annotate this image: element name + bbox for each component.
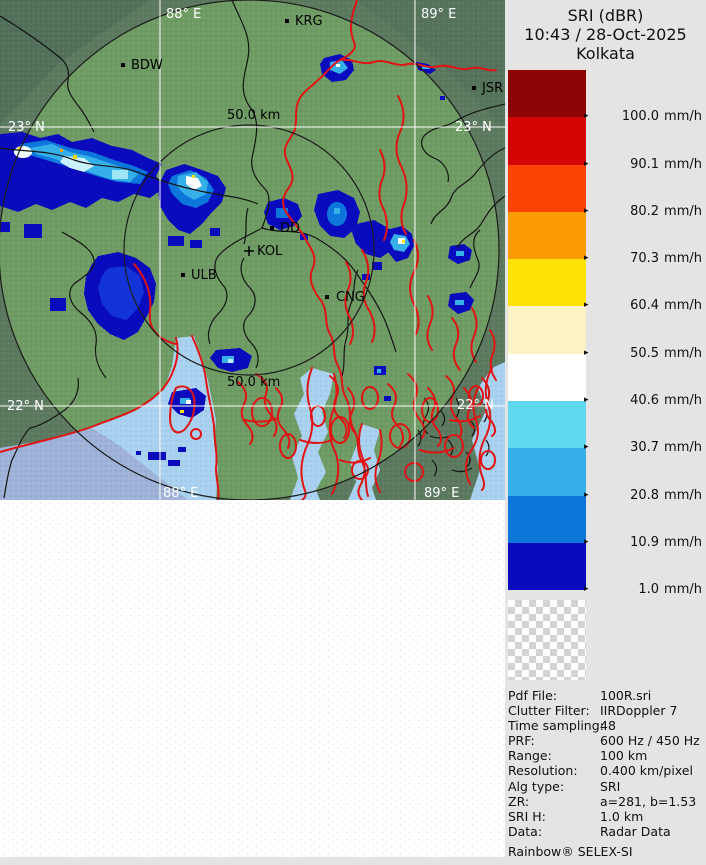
legend-entry: ▸ 60.4 mm/h (584, 297, 702, 313)
panel-header: SRI (dBR) 10:43 / 28-Oct-2025 Kolkata (505, 6, 706, 63)
legend-entry: ▸ 90.1 mm/h (584, 156, 702, 172)
range-ring-50km (123, 124, 375, 376)
town-label-bdw: BDW (131, 58, 163, 73)
legend-color-scale (508, 70, 586, 591)
arrow-right-icon: ▸ (584, 584, 589, 594)
arrow-right-icon: ▸ (584, 253, 589, 263)
info-panel: SRI (dBR) 10:43 / 28-Oct-2025 Kolkata ▸ 1… (505, 0, 706, 865)
town-label-krg: KRG (295, 14, 323, 29)
legend-entry: ▸ 50.5 mm/h (584, 345, 702, 361)
town-label-jsr: JSR (481, 81, 503, 96)
lat-label-22n-left: 22° N (7, 399, 44, 414)
legend-swatch (508, 259, 586, 307)
station-name: Kolkata (576, 44, 635, 63)
town-dot-dd (270, 226, 274, 230)
product-title: SRI (dBR) (567, 6, 644, 25)
metadata-row: Time sampling: 48 (508, 718, 616, 734)
range-rings (0, 0, 500, 500)
arrow-right-icon: ▸ (584, 348, 589, 358)
town-markers: BDW KRG JSR DD KOL ULB CNG (121, 14, 503, 305)
metadata-row: Range: 100 km (508, 748, 648, 764)
metadata-row: Clutter Filter: IIRDoppler 7 (508, 703, 678, 719)
radar-echo-north-patches (320, 54, 445, 100)
legend-swatch (508, 448, 586, 496)
arrow-right-icon: ▸ (584, 300, 589, 310)
range-label-top: 50.0 km (227, 108, 280, 123)
metadata-row: SRI H: 1.0 km (508, 808, 644, 824)
blank-area (0, 500, 505, 857)
legend-swatch (508, 353, 586, 402)
legend-entry: ▸ 10.9 mm/h (584, 534, 702, 550)
arrow-right-icon: ▸ (584, 490, 589, 500)
legend-swatch (508, 117, 586, 165)
arrow-right-icon: ▸ (584, 537, 589, 547)
town-dot-bdw (121, 63, 125, 67)
legend-entry: ▸ 80.2 mm/h (584, 203, 702, 219)
arrow-right-icon: ▸ (584, 206, 589, 216)
metadata-row: ZR: a=281, b=1.53 (508, 793, 697, 809)
legend-swatch (508, 164, 586, 212)
legend-entry: ▸ 20.8 mm/h (584, 487, 702, 503)
town-dot-ulb (181, 273, 185, 277)
lat-label-23n-right: 23° N (455, 120, 492, 135)
legend-swatch (508, 211, 586, 260)
lon-label-89e-top: 89° E (421, 7, 456, 22)
radar-echo-south-bits (136, 348, 391, 466)
metadata-row: Data: Radar Data (508, 823, 671, 839)
legend-transparent-swatch (508, 600, 586, 680)
grid-lines (0, 0, 505, 500)
range-ring-labels: 50.0 km 50.0 km (227, 108, 280, 390)
town-dot-jsr (472, 86, 476, 90)
lon-label-89e-bottom: 89° E (424, 486, 459, 500)
lat-label-22n-right: 22° N (457, 398, 494, 413)
lon-label-88e-bottom: 88° E (163, 486, 198, 500)
lat-label-23n-left: 23° N (8, 120, 45, 135)
range-label-bottom: 50.0 km (227, 375, 280, 390)
legend-entry: ▸ 40.6 mm/h (584, 392, 702, 408)
radar-echo-northeast-patches (264, 190, 360, 240)
town-label-kol: KOL (257, 244, 283, 259)
radar-echo-southwest-blob (84, 252, 156, 340)
town-label-ulb: ULB (191, 268, 217, 283)
legend-swatch (508, 306, 586, 354)
radar-site-cross-icon (244, 246, 254, 256)
district-boundaries (0, 0, 505, 499)
scan-metadata: Pdf File: 100R.sri Clutter Filter: IIRDopp… (508, 688, 704, 859)
international-border (282, 0, 369, 497)
legend-swatch (508, 542, 586, 591)
arrow-right-icon: ▸ (584, 111, 589, 121)
metadata-row: Resolution: 0.400 km/pixel (508, 763, 693, 779)
scan-datetime: 10:43 / 28-Oct-2025 (524, 25, 687, 44)
legend-entry: ▸ 70.3 mm/h (584, 250, 702, 266)
town-dot-cng (325, 295, 329, 299)
arrow-right-icon: ▸ (584, 159, 589, 169)
legend-swatch (508, 401, 586, 449)
metadata-row: Alg type: SRI (508, 778, 621, 794)
radar-map: 88° E 89° E 23° N 23° N 22° N 22° N 88° … (0, 0, 505, 500)
legend-entry: ▸ 100.0 mm/h (584, 108, 702, 124)
town-label-cng: CNG (336, 290, 365, 305)
grid-labels: 88° E 89° E 23° N 23° N 22° N 22° N 88° … (7, 7, 494, 500)
legend-entry: ▸ 30.7 mm/h (584, 439, 702, 455)
metadata-row: Pdf File: 100R.sri (508, 688, 652, 703)
legend-entry: ▸ 1.0 mm/h (584, 581, 702, 597)
town-dot-krg (285, 19, 289, 23)
arrow-right-icon: ▸ (584, 395, 589, 405)
legend-swatch (508, 495, 586, 543)
software-branding: Rainbow® SELEX-SI (508, 843, 633, 859)
legend-swatch (508, 70, 586, 118)
arrow-right-icon: ▸ (584, 442, 589, 452)
metadata-row: PRF: 600 Hz / 450 Hz (508, 733, 700, 749)
radar-map-svg: 88° E 89° E 23° N 23° N 22° N 22° N 88° … (0, 0, 505, 500)
range-ring-100km (0, 0, 500, 500)
lon-label-88e-top: 88° E (166, 7, 201, 22)
map-texture (0, 0, 505, 500)
town-label-dd: DD (280, 221, 300, 236)
